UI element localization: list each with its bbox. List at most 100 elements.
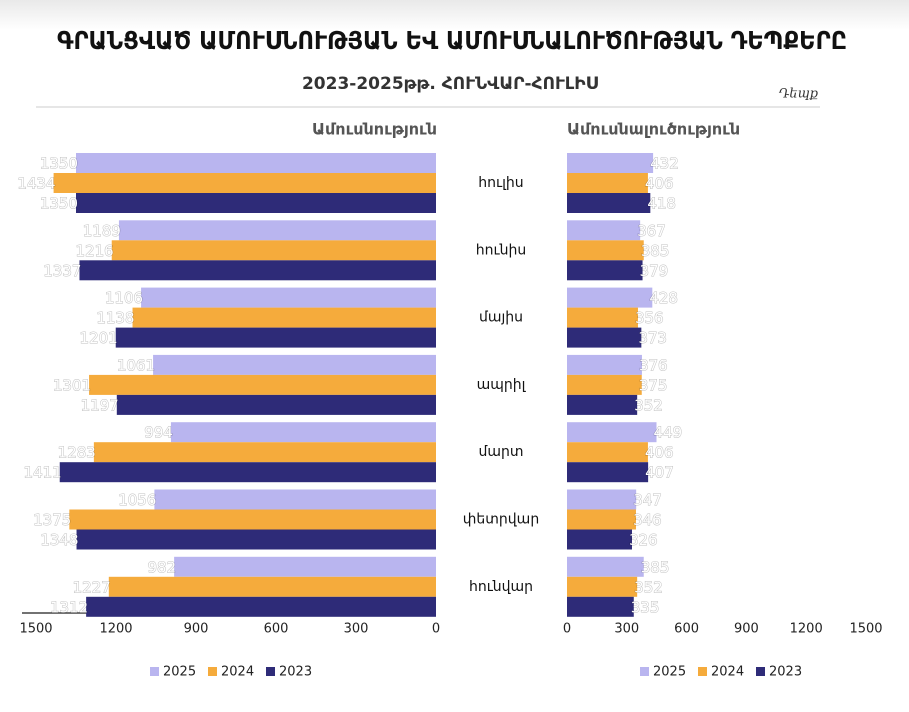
x-tick-label: 0 xyxy=(563,622,571,637)
bar xyxy=(567,422,657,443)
value-label: 1197 xyxy=(81,396,119,414)
bar xyxy=(108,576,437,597)
bar xyxy=(567,394,638,415)
value-label: 385 xyxy=(641,242,670,260)
x-tick-label: 1200 xyxy=(99,622,132,637)
bar xyxy=(93,442,436,463)
chart-subtitle: 2023-2025թթ. ՀՈՒՆՎԱՐ-ՀՈՒԼԻՍ xyxy=(302,74,599,94)
bar xyxy=(567,442,648,463)
bar xyxy=(567,153,654,173)
x-tick-label: 300 xyxy=(614,622,639,637)
value-label: 982 xyxy=(147,558,176,576)
bar xyxy=(59,462,436,483)
value-label: 407 xyxy=(645,464,674,482)
category-label: հուլիս xyxy=(478,175,523,191)
category-label: փետրվար xyxy=(463,512,539,528)
bar xyxy=(69,509,436,530)
value-label: 418 xyxy=(647,195,676,213)
legend-label: 2023 xyxy=(769,665,802,680)
value-label: 379 xyxy=(640,262,669,280)
x-tick-label: 1500 xyxy=(849,622,882,637)
bar xyxy=(89,374,437,395)
value-label: 1189 xyxy=(83,222,121,240)
x-tick-label: 900 xyxy=(734,622,759,637)
legend-swatch xyxy=(756,667,765,676)
bar xyxy=(567,529,632,550)
bar xyxy=(174,556,436,577)
chart-title: ԳՐԱՆՑՎԱԾ ԱՄՈՒՍՆՈՒԹՅԱՆ ԵՎ ԱՄՈՒՍՆԱԼՈՒԾՈՒԹՅ… xyxy=(57,26,847,55)
value-label: 432 xyxy=(650,155,679,173)
value-label: 376 xyxy=(639,356,668,374)
legend-label: 2023 xyxy=(279,665,312,680)
bar xyxy=(154,489,436,510)
bar xyxy=(567,556,644,577)
value-label: 373 xyxy=(638,329,667,347)
legend-label: 2025 xyxy=(163,665,196,680)
value-label: 335 xyxy=(631,598,660,616)
value-label: 385 xyxy=(641,558,670,576)
x-tick-label: 1500 xyxy=(19,622,52,637)
value-label: 352 xyxy=(634,396,663,414)
value-label: 1283 xyxy=(58,444,96,462)
bar xyxy=(567,489,637,510)
value-label: 1201 xyxy=(80,329,118,347)
value-label: 1337 xyxy=(43,262,81,280)
bar xyxy=(567,260,643,281)
value-label: 1350 xyxy=(40,155,78,173)
value-label: 406 xyxy=(645,175,674,193)
bar xyxy=(567,327,642,348)
bar xyxy=(567,596,634,617)
value-label: 367 xyxy=(637,222,666,240)
value-label: 1434 xyxy=(17,175,55,193)
legend-label: 2024 xyxy=(711,665,744,680)
bar xyxy=(79,260,436,281)
value-label: 1138 xyxy=(96,309,134,327)
bar xyxy=(76,153,436,173)
x-tick-label: 300 xyxy=(344,622,369,637)
bar xyxy=(567,509,636,530)
x-tick-label: 900 xyxy=(184,622,209,637)
bar xyxy=(153,354,437,375)
bar xyxy=(567,462,649,483)
bar xyxy=(567,307,638,328)
bar xyxy=(115,327,436,348)
category-label: մայիս xyxy=(479,310,523,326)
value-label: 1350 xyxy=(40,195,78,213)
value-label: 1061 xyxy=(117,356,155,374)
bar xyxy=(111,240,436,261)
value-label: 1227 xyxy=(73,578,111,596)
legend-swatch xyxy=(208,667,217,676)
bar xyxy=(567,220,641,241)
category-label: հունիս xyxy=(476,242,526,258)
value-label: 1106 xyxy=(105,289,143,307)
panel-title: Ամուսնալուծություն xyxy=(567,120,740,139)
x-tick-label: 0 xyxy=(432,622,440,637)
category-label: մարտ xyxy=(478,444,523,460)
bar xyxy=(567,240,644,261)
value-label: 428 xyxy=(649,289,678,307)
value-label: 1312 xyxy=(50,598,88,616)
category-label: ապրիլ xyxy=(477,377,527,393)
legend-label: 2024 xyxy=(221,665,254,680)
bar xyxy=(132,307,437,328)
value-label: 352 xyxy=(634,578,663,596)
header-bg xyxy=(0,0,909,30)
bar xyxy=(76,193,436,213)
bar xyxy=(567,354,642,375)
bar xyxy=(76,529,437,550)
bar xyxy=(567,173,648,193)
legend-label: 2025 xyxy=(653,665,686,680)
value-label: 356 xyxy=(635,309,664,327)
x-tick-label: 1200 xyxy=(790,622,823,637)
bar xyxy=(567,576,638,597)
source: Դեպք xyxy=(779,87,818,102)
bar xyxy=(116,394,437,415)
legend-swatch xyxy=(266,667,275,676)
value-label: 994 xyxy=(144,424,173,442)
value-label: 326 xyxy=(629,531,658,549)
value-label: 375 xyxy=(639,376,668,394)
value-label: 346 xyxy=(633,511,662,529)
value-label: 1056 xyxy=(118,491,156,509)
bar xyxy=(567,287,653,308)
value-label: 1348 xyxy=(40,531,78,549)
